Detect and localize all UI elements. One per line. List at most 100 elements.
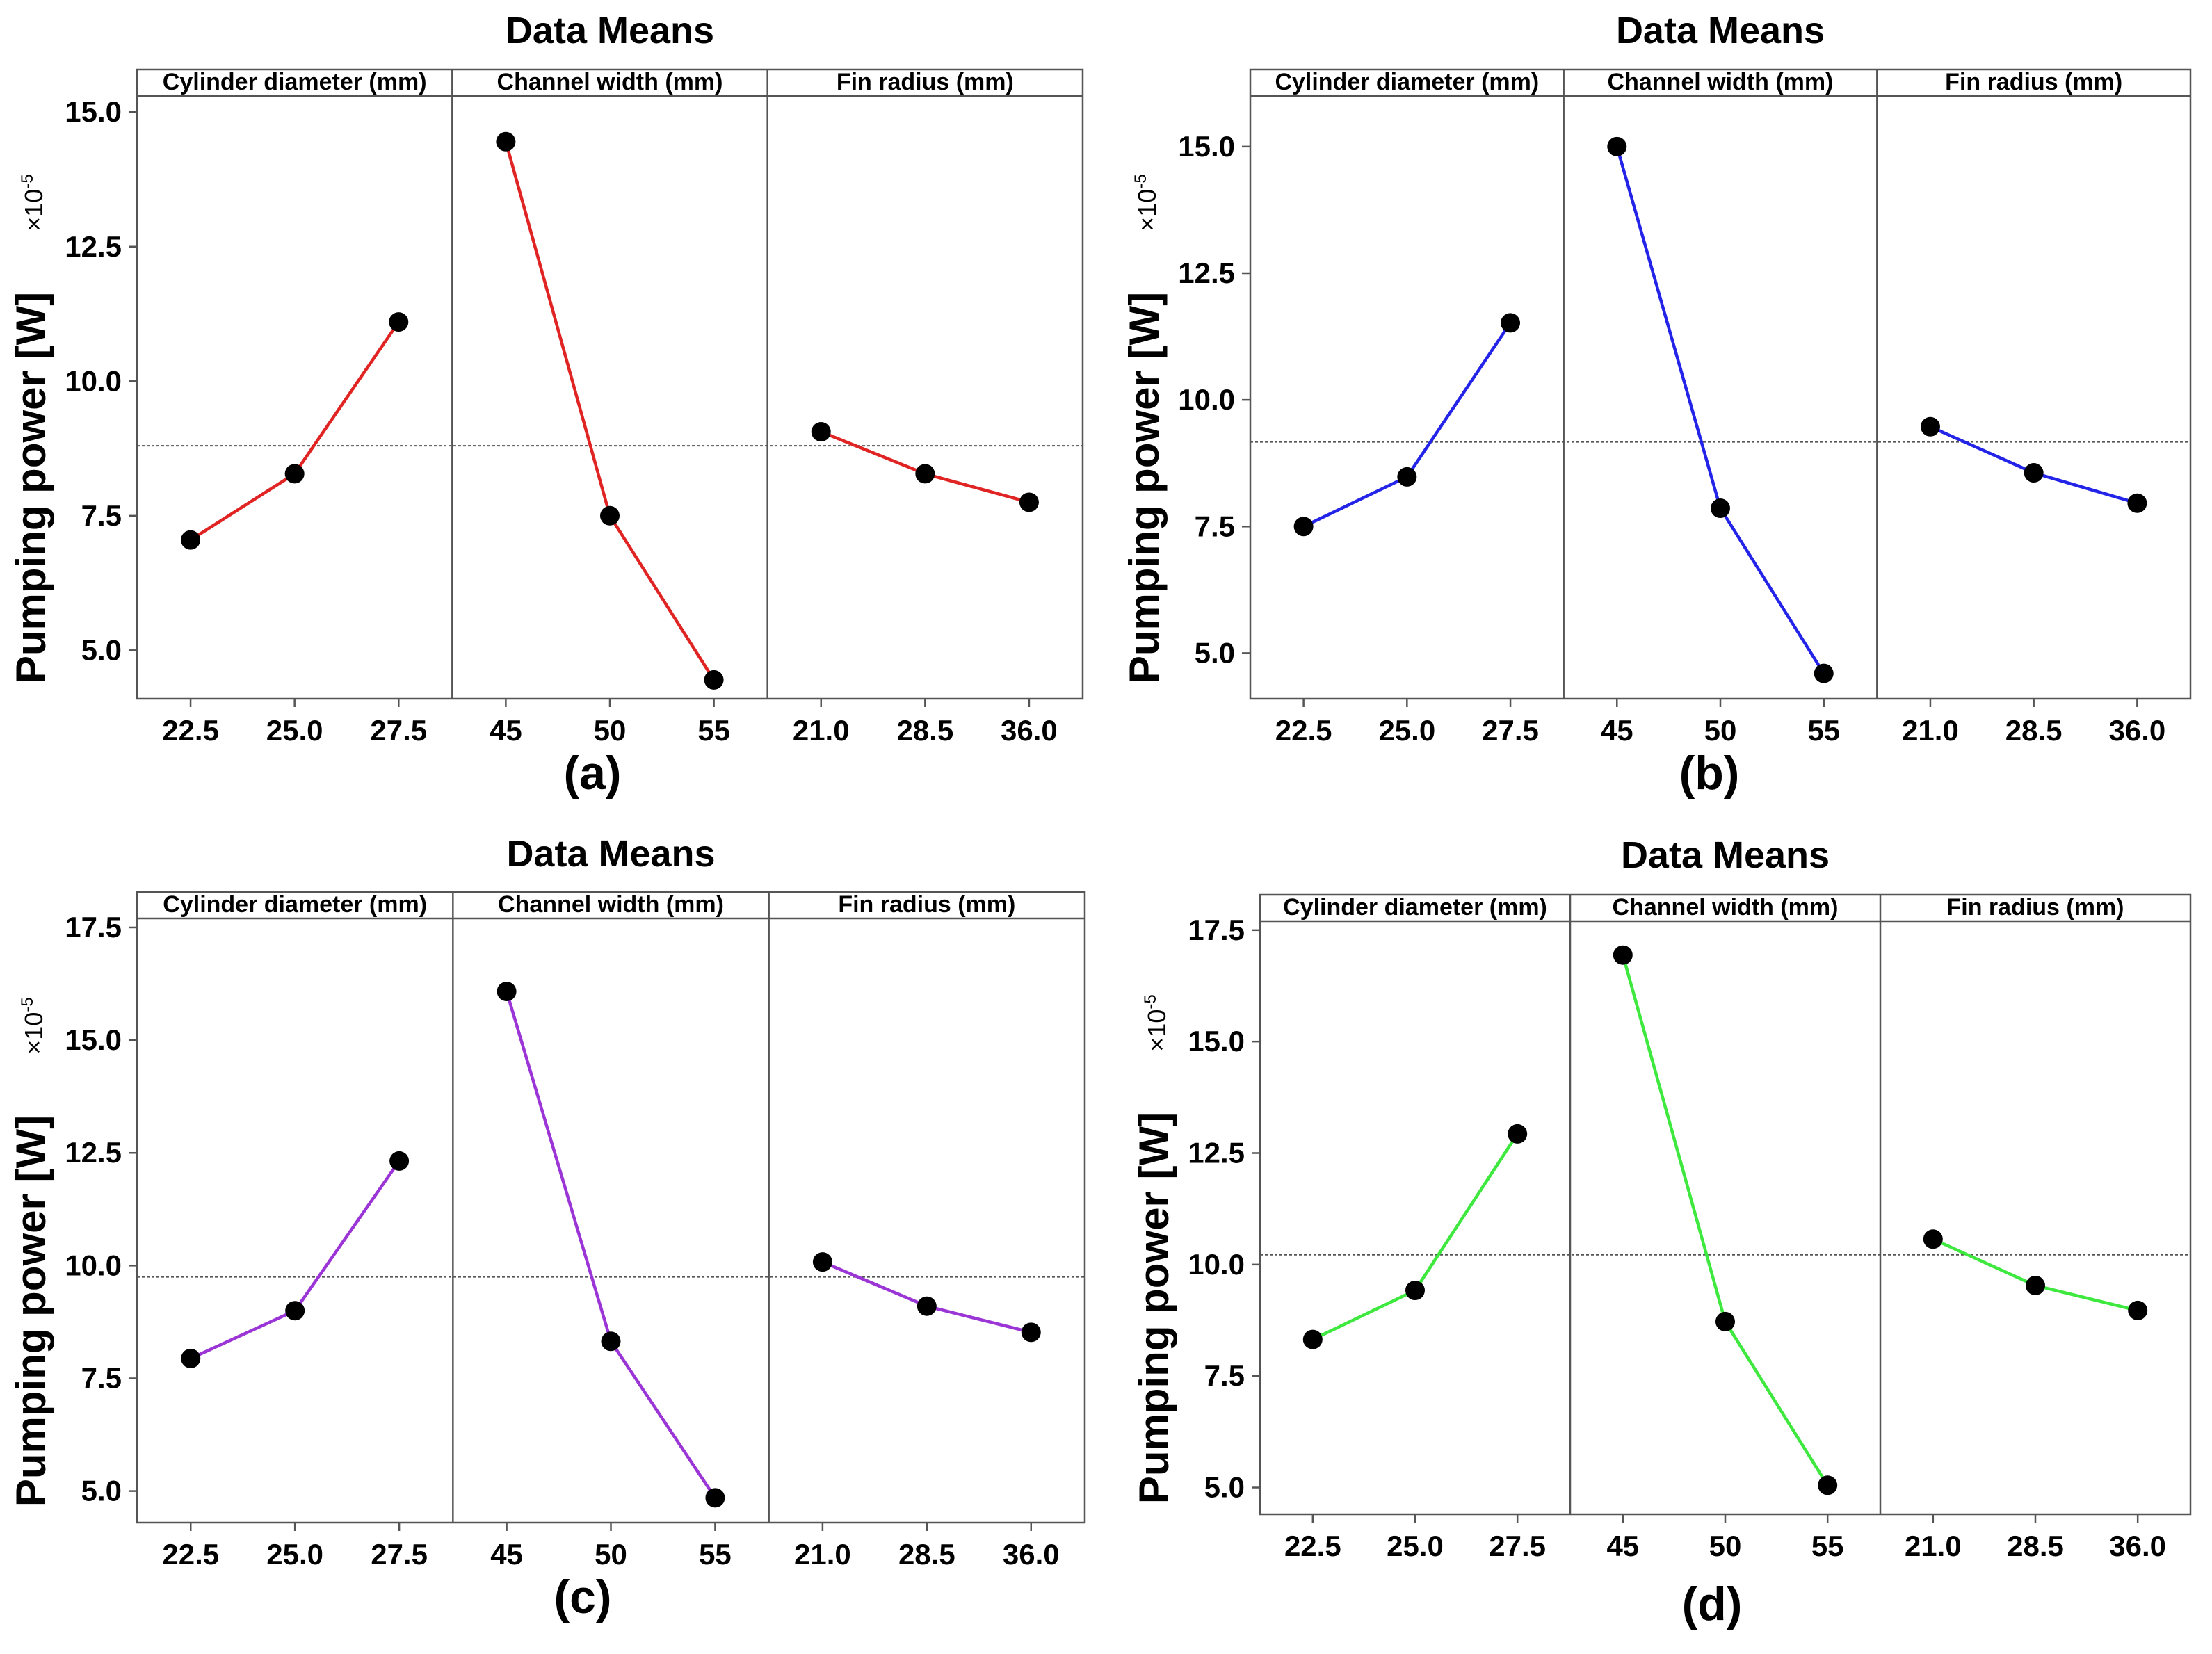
data-point: [1613, 945, 1633, 965]
y-scale-exponent: -5: [18, 174, 37, 188]
data-point: [1293, 517, 1314, 537]
plot-frame: [136, 68, 1084, 700]
data-point: [1021, 1322, 1041, 1343]
y-tick-label: 12.5: [65, 230, 122, 263]
chart-b: Data Means 5.0 7.5 10.0 12.5 15.0 Pumping powe…: [1121, 10, 2192, 800]
panel-1: Channel width (mm) 45 50 55: [490, 891, 732, 1571]
plot-frame: [1249, 68, 2192, 700]
x-tick-label: 55: [1811, 1530, 1844, 1562]
y-scale-exponent: -5: [1141, 994, 1160, 1009]
x-tick-label: 55: [697, 714, 730, 747]
panel-0: Cylinder diameter (mm) 22.5 25.0 27.5: [162, 69, 427, 747]
panel-strip-label: Cylinder diameter (mm): [163, 891, 427, 918]
data-point: [497, 982, 517, 1002]
y-scale-base: ×10: [1133, 189, 1161, 232]
data-point: [1607, 136, 1627, 156]
data-point: [389, 312, 409, 332]
y-scale-factor: ×10-5: [1131, 174, 1161, 231]
y-tick-label: 15.0: [1178, 130, 1235, 163]
y-scale-exponent: -5: [1131, 174, 1150, 188]
y-tick-label: 17.5: [65, 911, 122, 943]
chart-caption: (c): [554, 1571, 611, 1623]
x-tick-label: 55: [1807, 714, 1840, 747]
data-point: [1818, 1475, 1838, 1495]
data-point: [1715, 1311, 1735, 1331]
chart-title: Data Means: [1616, 10, 1825, 51]
x-tick-label: 22.5: [1275, 714, 1332, 747]
x-tick-label: 50: [595, 1538, 627, 1571]
y-tick-label: 12.5: [1178, 257, 1235, 289]
x-tick-label: 50: [594, 714, 627, 747]
x-tick-label: 27.5: [371, 1538, 428, 1571]
y-scale-base: ×10: [19, 189, 48, 232]
panel-1: Channel width (mm) 45 50 55: [490, 69, 730, 747]
series-line: [190, 1160, 401, 1360]
x-tick-label: 21.0: [1902, 714, 1959, 747]
panel-1: Channel width (mm) 45 50 55: [1601, 69, 1840, 747]
y-tick-label: 7.5: [81, 499, 122, 532]
y-tick-label: 15.0: [65, 1023, 122, 1056]
series-line: [1311, 1133, 1519, 1341]
panel-strip-label: Channel width (mm): [1608, 69, 1834, 95]
data-point: [1814, 663, 1834, 683]
y-tick-label: 7.5: [81, 1361, 122, 1394]
y-tick-label: 10.0: [65, 1249, 122, 1281]
chart-c: Data Means 5.0 7.5 10.0 12.5 15.0 17.5 Pumping …: [8, 833, 1086, 1623]
y-axis-label: Pumping power [W]: [8, 1115, 54, 1507]
panel-0: Cylinder diameter (mm) 22.5 25.0 27.5: [162, 891, 428, 1571]
plot-frame: [136, 891, 1086, 1524]
panel-strip-label: Channel width (mm): [497, 69, 723, 95]
data-point: [600, 505, 620, 526]
y-scale-exponent: -5: [18, 997, 37, 1012]
x-tick-label: 50: [1704, 714, 1737, 747]
y-tick-label: 10.0: [1178, 383, 1235, 416]
x-tick-label: 36.0: [1001, 714, 1058, 747]
y-tick-label: 12.5: [1188, 1137, 1245, 1169]
panel-strip-label: Fin radius (mm): [838, 891, 1015, 918]
data-point: [284, 464, 305, 484]
x-tick-label: 25.0: [266, 1538, 323, 1571]
x-tick-label: 27.5: [370, 714, 427, 747]
panel-0: Cylinder diameter (mm) 22.5 25.0 27.5: [1275, 69, 1539, 747]
y-tick-label: 15.0: [65, 95, 122, 128]
y-tick-label: 5.0: [1195, 636, 1235, 669]
chart-caption: (a): [563, 747, 621, 800]
y-tick-label: 5.0: [81, 1475, 122, 1507]
data-point: [1405, 1281, 1425, 1301]
data-point: [1019, 492, 1039, 512]
x-tick-label: 45: [490, 714, 522, 747]
data-point: [811, 422, 831, 442]
data-point: [2128, 1300, 2148, 1320]
data-point: [2024, 463, 2044, 483]
data-point: [181, 530, 201, 550]
x-tick-label: 36.0: [2109, 1530, 2166, 1562]
panel-strip-label: Fin radius (mm): [1946, 894, 2124, 921]
data-point: [704, 670, 724, 690]
x-tick-label: 45: [1601, 714, 1633, 747]
panel-2: Fin radius (mm) 21.0 28.5 36.0: [1905, 894, 2166, 1562]
panel-strip-label: Channel width (mm): [498, 891, 724, 918]
series-line: [1302, 322, 1512, 528]
y-tick-label: 10.0: [65, 364, 122, 397]
y-axis-label: Pumping power [W]: [1121, 292, 1168, 683]
x-tick-label: 22.5: [162, 1538, 219, 1571]
x-tick-label: 22.5: [1284, 1530, 1341, 1562]
data-point: [1923, 1229, 1943, 1249]
x-tick-label: 45: [490, 1538, 523, 1571]
y-scale-base: ×10: [1143, 1010, 1171, 1052]
x-tick-label: 27.5: [1482, 714, 1539, 747]
y-tick-label: 7.5: [1204, 1359, 1245, 1392]
x-tick-label: 45: [1606, 1530, 1639, 1562]
chart-title: Data Means: [506, 833, 715, 875]
panel-strip-label: Cylinder diameter (mm): [163, 69, 427, 95]
y-tick-label: 5.0: [1204, 1471, 1245, 1504]
data-point: [812, 1252, 832, 1272]
plot-frame: [1259, 893, 2192, 1516]
y-tick-label: 17.5: [1188, 914, 1245, 946]
chart-caption: (d): [1682, 1578, 1743, 1630]
x-tick-label: 25.0: [1378, 714, 1435, 747]
panel-0: Cylinder diameter (mm) 22.5 25.0 27.5: [1283, 894, 1547, 1562]
panel-strip-label: Fin radius (mm): [1945, 69, 2122, 95]
x-tick-label: 50: [1709, 1530, 1742, 1562]
chart-title: Data Means: [1621, 834, 1830, 876]
